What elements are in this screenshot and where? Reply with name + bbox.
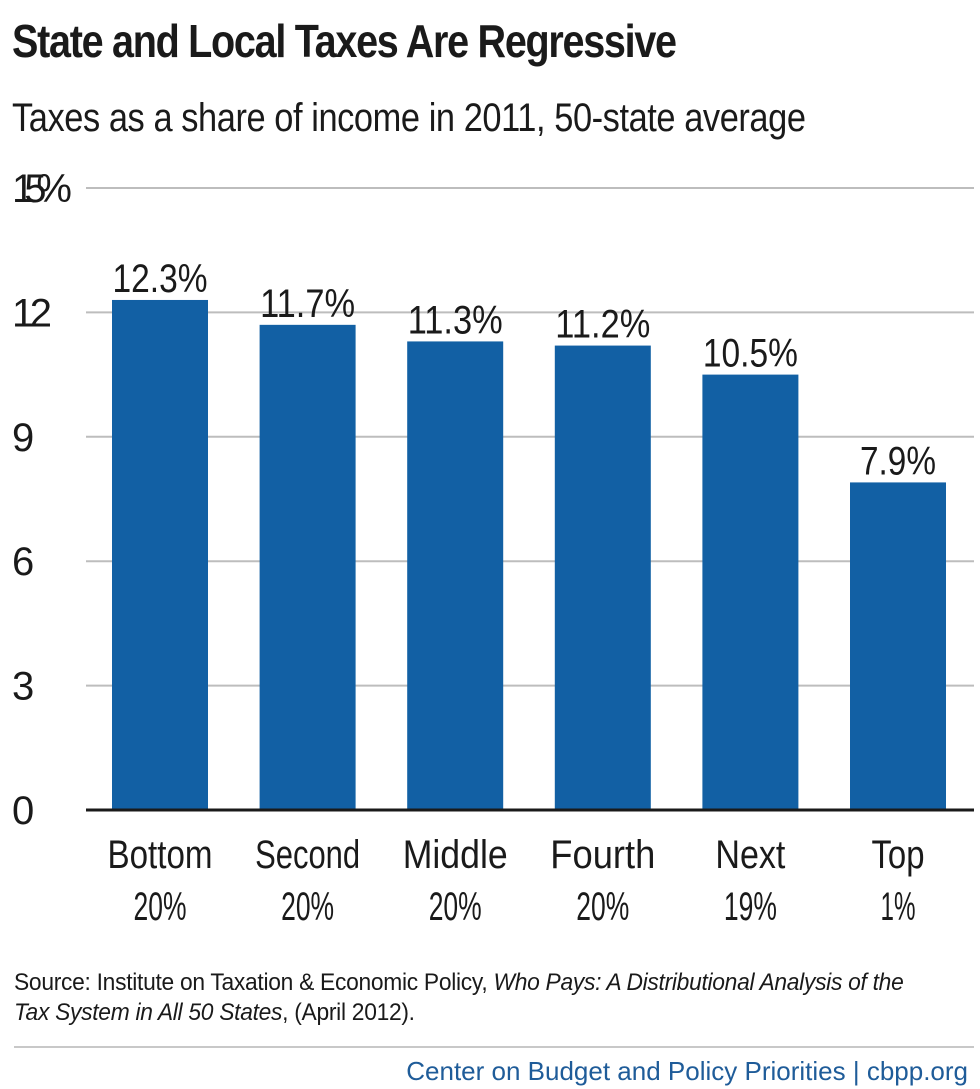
data-label: 11.7% <box>260 282 355 326</box>
y-tick-label: 9 <box>12 416 34 460</box>
source-work-title: Who Pays: A Distributional Analysis of t… <box>14 969 904 1026</box>
footer-credit: Center on Budget and Policy Priorities |… <box>406 1056 968 1086</box>
x-tick-label: Second <box>255 833 360 877</box>
x-tick-label: Top <box>872 833 925 877</box>
x-tick-label: Bottom <box>108 833 213 877</box>
bar <box>850 482 946 810</box>
source-note: Source: Institute on Taxation & Economic… <box>14 968 926 1028</box>
x-tick-label: 20% <box>134 885 187 929</box>
x-tick-label: Next <box>715 833 785 877</box>
x-tick-label: Middle <box>403 833 508 877</box>
y-tick-label: 3 <box>12 665 34 709</box>
x-tick-label: 20% <box>576 885 629 929</box>
source-prefix: Source: Institute on Taxation & Economic… <box>14 969 494 996</box>
data-label: 7.9% <box>860 439 936 483</box>
data-label: 11.2% <box>555 303 650 347</box>
data-label: 10.5% <box>703 332 798 376</box>
chart-title: State and Local Taxes Are Regressive <box>12 15 677 67</box>
data-label: 11.3% <box>408 298 503 342</box>
x-tick-label: 1% <box>881 885 916 929</box>
y-tick-label: 12 <box>12 291 52 335</box>
footer-divider <box>14 1046 974 1048</box>
x-tick-label: Fourth <box>550 833 655 877</box>
x-tick-label: 20% <box>281 885 334 929</box>
source-suffix: , (April 2012). <box>282 999 415 1026</box>
bar <box>112 299 208 810</box>
y-tick-label: 15% <box>12 167 72 211</box>
y-tick-label: 0 <box>12 789 34 833</box>
y-tick-label: 6 <box>12 540 34 584</box>
bar <box>259 324 356 810</box>
bar <box>554 345 651 810</box>
chart-subtitle: Taxes as a share of income in 2011, 50-s… <box>12 96 806 140</box>
x-tick-label: 19% <box>724 885 777 929</box>
bar-chart: 0 3 6 9 12 15% 12.3% Bottom 20% 11.7% Second 20% 11.… <box>12 167 974 929</box>
bar <box>407 341 504 810</box>
x-tick-label: 20% <box>429 885 482 929</box>
data-label: 12.3% <box>113 257 208 301</box>
bar <box>702 374 799 810</box>
